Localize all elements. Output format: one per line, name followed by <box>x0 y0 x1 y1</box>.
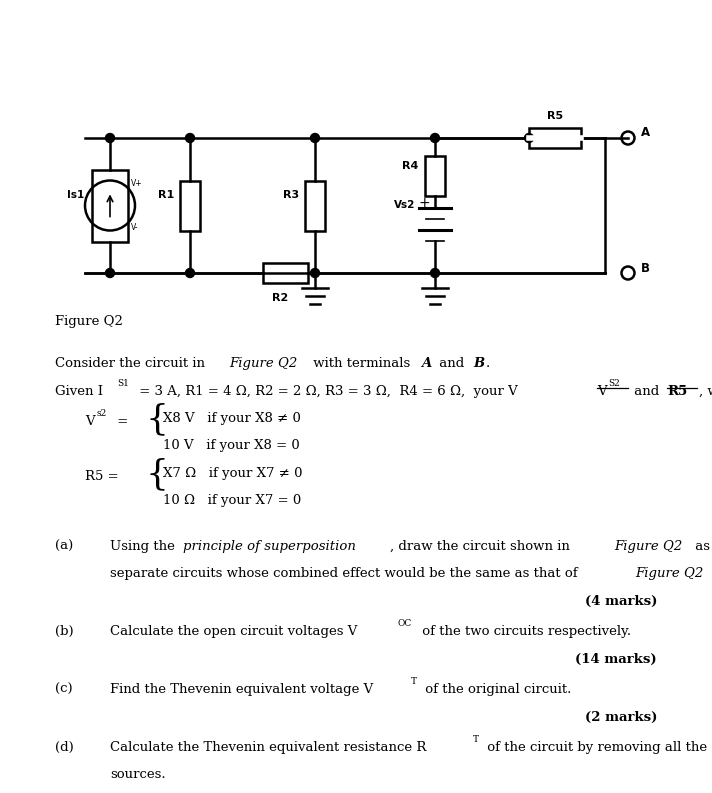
Text: , where: , where <box>699 385 712 398</box>
Text: , draw the circuit shown in: , draw the circuit shown in <box>390 540 574 553</box>
Text: B: B <box>473 357 484 370</box>
Text: of the circuit by removing all the: of the circuit by removing all the <box>483 741 707 754</box>
Text: V+: V+ <box>131 179 142 188</box>
Circle shape <box>525 133 533 143</box>
Text: with terminals: with terminals <box>309 357 414 370</box>
Text: separate circuits whose combined effect would be the same as that of: separate circuits whose combined effect … <box>110 567 582 580</box>
Text: (d): (d) <box>55 741 74 754</box>
Text: Figure Q2: Figure Q2 <box>55 315 123 328</box>
Circle shape <box>186 133 194 143</box>
Text: B: B <box>641 262 650 274</box>
Text: (14 marks): (14 marks) <box>575 653 657 666</box>
Text: R2: R2 <box>272 293 288 303</box>
Text: Figure Q2: Figure Q2 <box>614 540 682 553</box>
Text: Is1: Is1 <box>67 190 84 201</box>
Text: Figure Q2: Figure Q2 <box>635 567 703 580</box>
FancyBboxPatch shape <box>425 156 445 196</box>
Text: 10 V   if your X8 = 0: 10 V if your X8 = 0 <box>163 439 300 452</box>
Text: and: and <box>630 385 664 398</box>
Text: (4 marks): (4 marks) <box>585 595 657 608</box>
Circle shape <box>431 269 439 278</box>
Text: and: and <box>435 357 468 370</box>
Text: R5 =: R5 = <box>85 470 119 483</box>
Text: Calculate the open circuit voltages V: Calculate the open circuit voltages V <box>110 625 357 638</box>
Text: V: V <box>597 385 607 398</box>
Text: R1: R1 <box>158 190 174 201</box>
Text: T: T <box>411 677 417 686</box>
FancyBboxPatch shape <box>263 263 308 283</box>
Text: {: { <box>145 457 168 491</box>
Text: Using the: Using the <box>110 540 179 553</box>
Circle shape <box>105 269 115 278</box>
Text: {: { <box>145 402 168 436</box>
Text: sources.: sources. <box>110 768 166 781</box>
Text: V: V <box>85 415 95 428</box>
Text: R5: R5 <box>547 111 563 121</box>
FancyBboxPatch shape <box>92 170 128 242</box>
Text: = 3 A, R1 = 4 Ω, R2 = 2 Ω, R3 = 3 Ω,  R4 = 6 Ω,  your V: = 3 A, R1 = 4 Ω, R2 = 2 Ω, R3 = 3 Ω, R4 … <box>135 385 518 398</box>
Text: T: T <box>473 735 479 744</box>
Circle shape <box>431 133 439 143</box>
Text: V-: V- <box>131 223 139 232</box>
Text: X7 Ω   if your X7 ≠ 0: X7 Ω if your X7 ≠ 0 <box>163 467 303 480</box>
Text: of the original circuit.: of the original circuit. <box>421 683 571 696</box>
Text: (2 marks): (2 marks) <box>585 711 657 724</box>
Text: R5: R5 <box>667 385 687 398</box>
Text: S2: S2 <box>609 379 620 388</box>
Text: R4: R4 <box>402 161 418 171</box>
Text: (a): (a) <box>55 540 73 553</box>
FancyBboxPatch shape <box>180 181 200 231</box>
Circle shape <box>310 133 320 143</box>
Circle shape <box>310 269 320 278</box>
FancyBboxPatch shape <box>529 128 581 148</box>
Text: Figure Q2: Figure Q2 <box>229 357 297 370</box>
Text: (c): (c) <box>55 683 73 696</box>
Text: as two: as two <box>691 540 712 553</box>
Text: (b): (b) <box>55 625 73 638</box>
Text: principle of superposition: principle of superposition <box>183 540 356 553</box>
Text: =: = <box>113 415 128 428</box>
Text: Calculate the Thevenin equivalent resistance R: Calculate the Thevenin equivalent resist… <box>110 741 426 754</box>
Text: s2: s2 <box>97 409 107 418</box>
Text: Consider the circuit in: Consider the circuit in <box>55 357 209 370</box>
Text: of the two circuits respectively.: of the two circuits respectively. <box>418 625 631 638</box>
Circle shape <box>105 133 115 143</box>
Text: A: A <box>421 357 431 370</box>
Text: .: . <box>486 357 491 370</box>
Text: R3: R3 <box>283 190 299 201</box>
Text: Find the Thevenin equivalent voltage V: Find the Thevenin equivalent voltage V <box>110 683 373 696</box>
Text: X8 V   if your X8 ≠ 0: X8 V if your X8 ≠ 0 <box>163 412 301 425</box>
Text: OC: OC <box>398 619 412 628</box>
Text: S1: S1 <box>117 379 129 388</box>
FancyBboxPatch shape <box>305 181 325 231</box>
Text: Vs2: Vs2 <box>394 200 415 210</box>
Circle shape <box>186 269 194 278</box>
Text: +: + <box>419 196 430 210</box>
Text: 10 Ω   if your X7 = 0: 10 Ω if your X7 = 0 <box>163 494 301 507</box>
Text: Given I: Given I <box>55 385 103 398</box>
Text: A: A <box>641 127 650 140</box>
